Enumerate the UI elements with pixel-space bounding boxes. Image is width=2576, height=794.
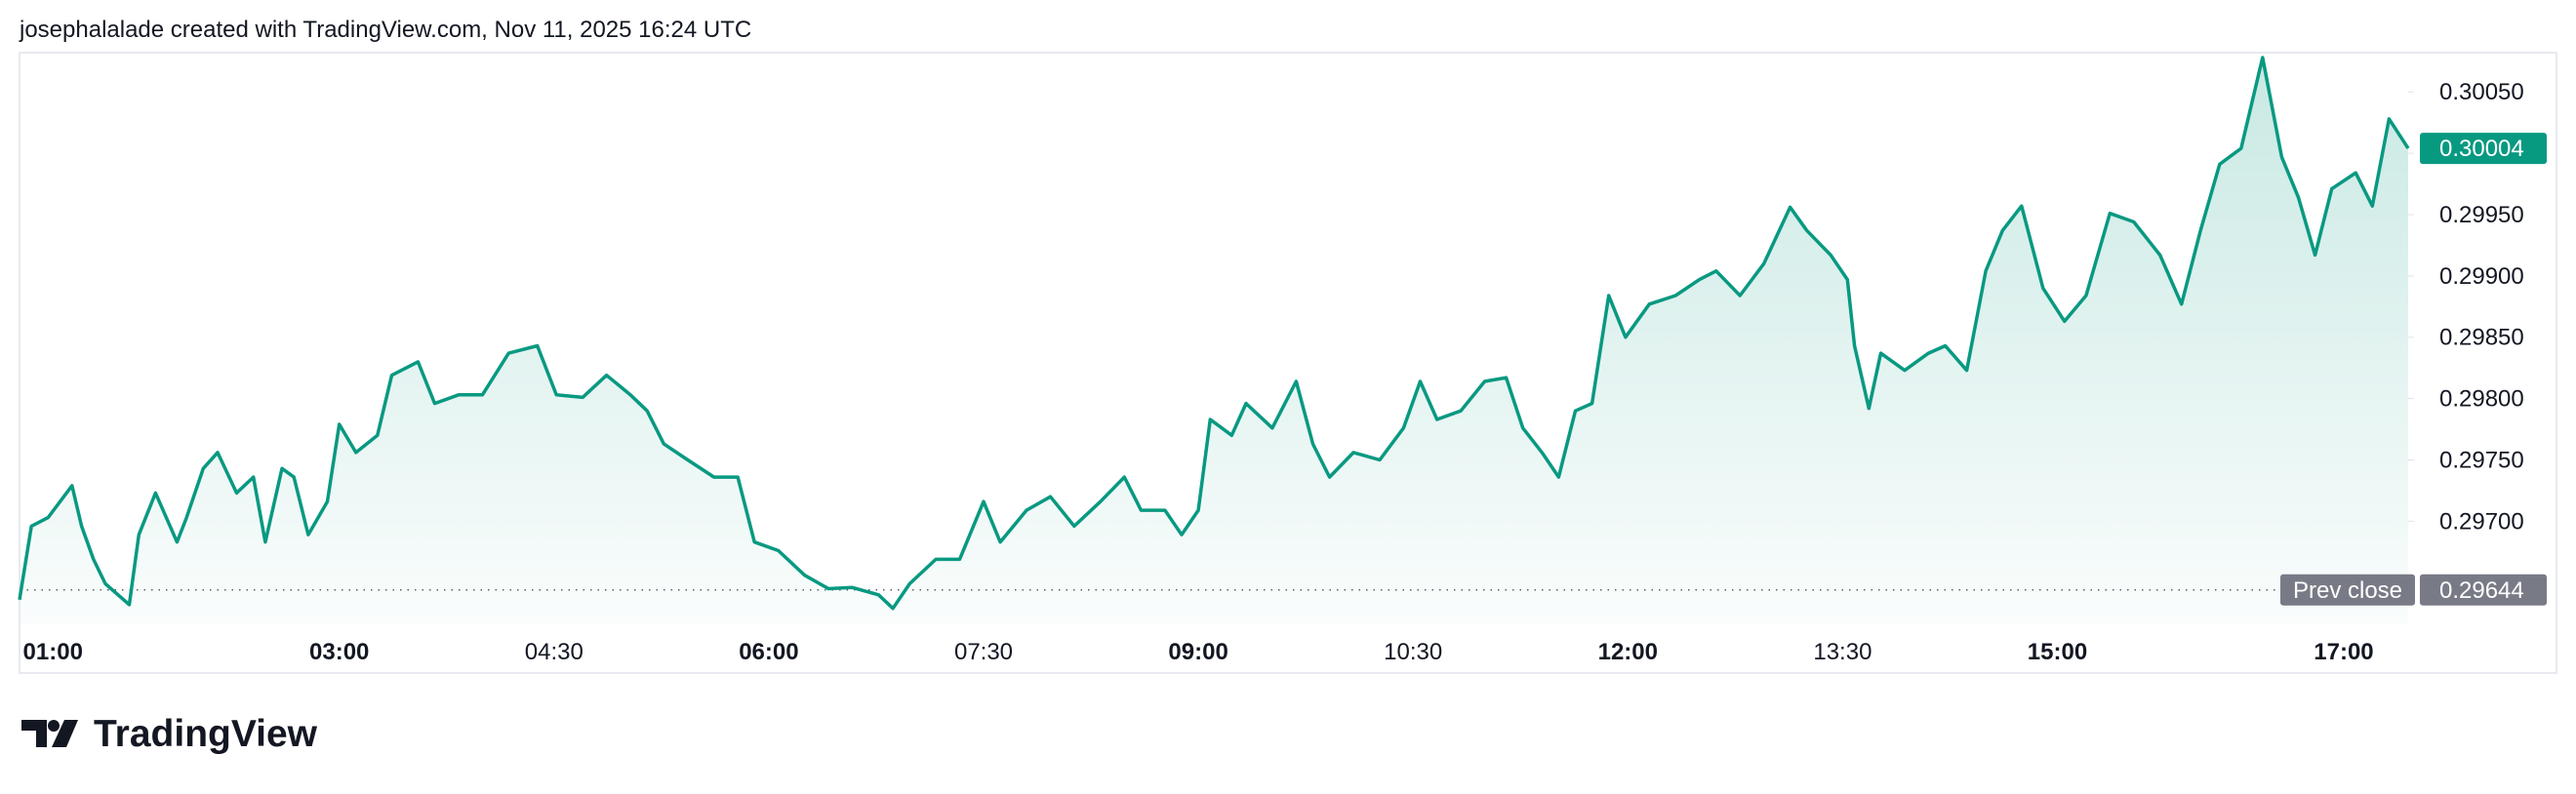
- x-tick-label: 12:00: [1598, 639, 1658, 665]
- chart-frame: [19, 52, 2557, 674]
- area-fill: [20, 58, 2408, 624]
- x-tick-label: 17:00: [2314, 639, 2373, 665]
- x-tick-label: 15:00: [2028, 639, 2087, 665]
- y-tick-label: 0.29750: [2439, 447, 2524, 473]
- x-tick-label: 06:00: [739, 639, 798, 665]
- x-tick-label: 04:30: [525, 639, 584, 665]
- logo-icon-slash: [52, 720, 78, 747]
- prev-close-tag: [2280, 574, 2415, 606]
- y-tick-label: 0.29900: [2439, 263, 2524, 290]
- x-tick-label: 13:30: [1813, 639, 1872, 665]
- y-tick-label: 0.29850: [2439, 325, 2524, 351]
- plot: 0.29700 0.29750 0.29800 0.29850 0.29900 0.299…: [18, 56, 2547, 665]
- prev-close-text: Prev close: [2293, 577, 2402, 604]
- logo-text: TradingView: [94, 713, 318, 755]
- logo: TradingView: [21, 713, 318, 755]
- prev-close-value-tag: [2420, 574, 2547, 606]
- x-tick-label: 01:00: [23, 639, 83, 665]
- x-tick-label: 03:00: [309, 639, 369, 665]
- y-tick-label: 0.29800: [2439, 386, 2524, 413]
- x-tick-label: 09:00: [1168, 639, 1228, 665]
- y-tick-label: 0.30050: [2439, 79, 2524, 105]
- y-tick-label: 0.29700: [2439, 508, 2524, 535]
- y-tick-label: 0.29950: [2439, 202, 2524, 228]
- x-tick-label: 10:30: [1384, 639, 1442, 665]
- logo-icon-dot: [48, 720, 60, 732]
- price-line: [18, 56, 2410, 611]
- x-tick-label: 07:30: [954, 639, 1013, 665]
- last-price-tag: [2420, 133, 2547, 165]
- last-price-label: 0.30004: [2439, 136, 2524, 162]
- logo-icon-t: [21, 720, 47, 747]
- header-text: josephalalade created with TradingView.c…: [19, 17, 751, 43]
- prev-close-value: 0.29644: [2439, 577, 2524, 604]
